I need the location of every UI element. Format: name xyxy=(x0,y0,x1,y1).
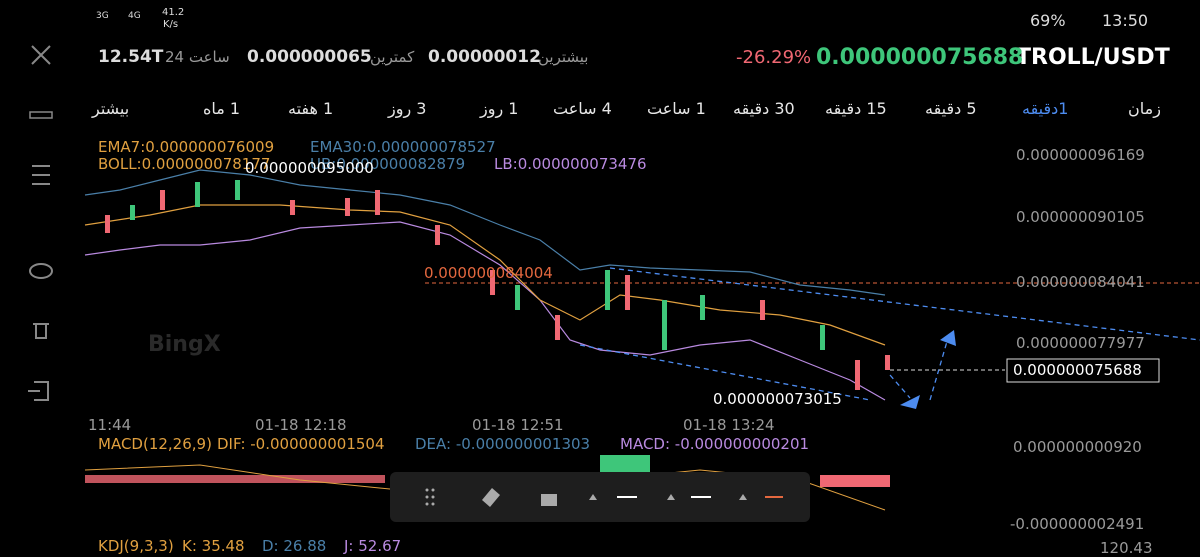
lower-band xyxy=(84,221,886,401)
current-price-box xyxy=(1006,358,1160,383)
tab[interactable]: 1دقیقه xyxy=(1022,99,1069,118)
kdj-j: J: 52.67 xyxy=(344,537,402,555)
tab[interactable]: 30 دقیقه xyxy=(733,99,795,118)
price-tick: 0.000000077977 xyxy=(1016,334,1145,352)
time-tick: 01-18 13:24 xyxy=(683,416,775,434)
last-price: 0.000000075688 xyxy=(816,45,1024,70)
macd-value: MACD: -0.000000000201 xyxy=(620,435,810,453)
lock-tool[interactable] xyxy=(541,494,557,506)
current-price: 0.000000075688 xyxy=(1013,361,1142,379)
tab[interactable]: زمان xyxy=(1128,99,1161,118)
tab[interactable]: 15 دقیقه xyxy=(825,99,887,118)
kdj-axis-top: 120.43 xyxy=(1100,539,1153,557)
close-icon[interactable] xyxy=(31,45,51,65)
low-label: کمترین xyxy=(370,48,415,66)
pair: TROLL/USDT xyxy=(1016,45,1170,70)
low-marker: 0.000000073015 xyxy=(713,390,842,408)
lb: LB:0.000000073476 xyxy=(494,155,647,173)
clock: 13:50 xyxy=(1102,11,1149,30)
speed: 41.2 xyxy=(162,7,185,18)
line-label: 0.000000084004 xyxy=(424,264,553,282)
volume: 12.54T xyxy=(98,47,164,67)
toolbar-icons xyxy=(425,488,783,507)
kdj-d: D: 26.88 xyxy=(262,537,327,555)
volume-label: ساعت 24 xyxy=(165,48,230,66)
upper-band xyxy=(84,169,886,296)
macd-axis-bottom: -0.000000002491 xyxy=(1010,515,1145,533)
speed-unit: K/s xyxy=(163,19,179,30)
tab[interactable]: 3 روز xyxy=(388,99,427,118)
price-tick: 0.000000084041 xyxy=(1016,273,1145,291)
macd-title: MACD(12,26,9) xyxy=(98,435,212,453)
macd-axis-top: 0.000000000920 xyxy=(1013,438,1142,456)
tab[interactable]: بیشتر xyxy=(92,99,130,118)
watermark: BingX xyxy=(148,332,221,357)
ema30: EMA30:0.000000078527 xyxy=(310,138,496,156)
price-tick: 0.000000096169 xyxy=(1016,146,1145,164)
price-tick: 0.000000090105 xyxy=(1016,208,1145,226)
time-tick: 01-18 12:51 xyxy=(472,416,564,434)
trash-icon[interactable] xyxy=(33,323,49,339)
trend-lines xyxy=(579,267,1200,401)
low: 0.000000065 xyxy=(247,47,372,67)
sidebar-icons xyxy=(28,45,53,401)
kdj-k: K: 35.48 xyxy=(182,537,245,555)
indicator-icon[interactable] xyxy=(29,111,53,119)
kdj-title: KDJ(9,3,3) xyxy=(98,537,174,555)
macd-dif: DIF: -0.000000001504 xyxy=(217,435,385,453)
network-2: 4G xyxy=(128,11,141,21)
ema7: EMA7:0.000000076009 xyxy=(98,138,275,156)
tab[interactable]: 1 هفته xyxy=(288,99,334,118)
macd-histogram xyxy=(85,455,890,487)
high: 0.00000012 xyxy=(428,47,541,67)
list-icon[interactable] xyxy=(32,165,50,185)
time-tick: 11:44 xyxy=(88,416,132,434)
high-marker: 0.000000095000 xyxy=(245,159,374,177)
tab[interactable]: 1 ماه xyxy=(203,99,241,118)
candles xyxy=(105,180,890,390)
boll: BOLL:0.000000078177 xyxy=(98,155,271,173)
drawing-toolbar xyxy=(390,472,810,522)
tab[interactable]: 1 ساعت xyxy=(647,99,706,118)
network-1: 3G xyxy=(96,11,109,21)
arrow-heads xyxy=(900,330,956,409)
ub: UB:0.000000082879 xyxy=(310,155,466,173)
exit-icon[interactable] xyxy=(28,381,49,401)
battery: 69% xyxy=(1030,11,1066,30)
ema-line xyxy=(84,204,886,346)
tab[interactable]: 4 ساعت xyxy=(553,99,612,118)
eraser-tool[interactable] xyxy=(482,488,500,507)
tab[interactable]: 5 دقیقه xyxy=(925,99,977,118)
time-tick: 01-18 12:18 xyxy=(255,416,347,434)
eye-icon[interactable] xyxy=(29,263,53,279)
macd-dea: DEA: -0.000000001303 xyxy=(415,435,591,453)
change: -26.29% xyxy=(736,47,812,68)
tab[interactable]: 1 روز xyxy=(480,99,519,118)
high-label: بیشترین xyxy=(538,48,589,66)
